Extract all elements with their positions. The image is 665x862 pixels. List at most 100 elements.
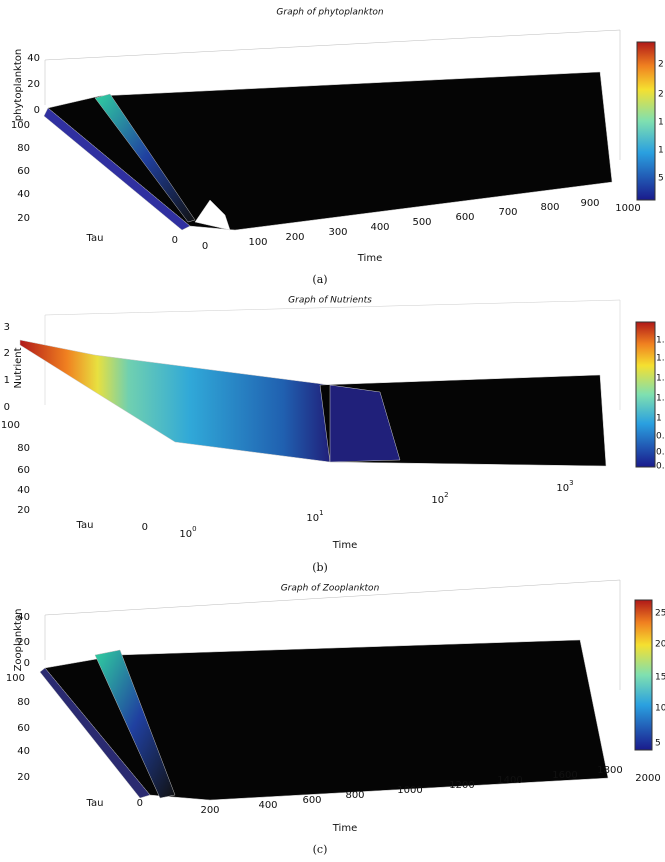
- time-tick-label: 100: [179, 525, 196, 540]
- z-tick-label: 1: [4, 375, 10, 386]
- z-tick-label: 0: [24, 658, 30, 669]
- colorbar-b: [635, 321, 656, 468]
- z-tick-label: 2: [4, 348, 10, 359]
- colorbar-label: 15: [655, 673, 665, 683]
- time-tick-label: 900: [580, 198, 599, 209]
- surface-b: [19, 299, 621, 467]
- z-tick-label: 20: [27, 79, 40, 90]
- caption: (a): [312, 273, 327, 286]
- tick-exponent: 1: [319, 509, 323, 517]
- time-tick-label: 1600: [552, 770, 577, 781]
- caption: (b): [312, 561, 328, 574]
- tau-tick-label: 60: [17, 166, 30, 177]
- time-axis-label: Time: [357, 253, 382, 264]
- time-tick-label: 1800: [597, 765, 622, 776]
- tau-tick-label: 80: [17, 443, 30, 454]
- tick-exponent: 2: [444, 491, 448, 499]
- tick-base: 10: [556, 483, 569, 494]
- tau-tick-label: 0: [172, 235, 178, 246]
- tau-tick-label: 100: [6, 673, 25, 684]
- z-tick-label: 0: [4, 402, 10, 413]
- tick-base: 10: [306, 513, 319, 524]
- colorbar-label: 20: [655, 640, 665, 650]
- tick-base: 10: [179, 529, 192, 540]
- colorbar-label: 1.: [656, 374, 665, 384]
- time-tick-label: 200: [200, 805, 219, 816]
- colorbar-label: 1.: [656, 354, 665, 364]
- surface-a: [43, 29, 621, 231]
- colorbar-label: 1.: [656, 336, 665, 346]
- colorbar-label: 25: [655, 609, 665, 619]
- tau-tick-label: 100: [11, 120, 30, 131]
- time-tick-label: 101: [306, 509, 323, 524]
- time-tick-label: 1200: [449, 780, 474, 791]
- tau-tick-label: 40: [17, 746, 30, 757]
- colorbar-label: 1: [658, 146, 664, 156]
- time-tick-label: 800: [345, 790, 364, 801]
- time-tick-label: 300: [328, 227, 347, 238]
- colorbar-label: 0.: [656, 432, 665, 442]
- colorbar-label: 0.: [656, 448, 665, 458]
- time-tick-label: 500: [412, 217, 431, 228]
- time-tick-label: 103: [556, 479, 573, 494]
- tau-tick-label: 80: [17, 143, 30, 154]
- tau-axis-label: Tau: [86, 798, 104, 809]
- tau-tick-label: 100: [1, 420, 20, 431]
- z-axis-label: Nutrient: [13, 347, 24, 388]
- tau-tick-label: 80: [17, 697, 30, 708]
- time-tick-label: 1000: [397, 785, 422, 796]
- time-tick-label: 400: [258, 800, 277, 811]
- colorbar-label: 2: [658, 60, 664, 70]
- colorbar-c: [634, 599, 653, 751]
- surface-c: [39, 579, 621, 801]
- time-tick-label: 2000: [635, 773, 660, 784]
- colorbar-label: 1: [658, 118, 664, 128]
- tau-axis-label: Tau: [86, 233, 104, 244]
- time-tick-label: 700: [498, 207, 517, 218]
- time-tick-label: 800: [540, 202, 559, 213]
- z-tick-label: 40: [17, 612, 30, 623]
- z-axis-label: Zooplankton: [13, 609, 24, 672]
- z-tick-label: 20: [17, 637, 30, 648]
- time-tick-label: 200: [285, 232, 304, 243]
- tau-tick-label: 0: [137, 798, 143, 809]
- tick-exponent: 3: [569, 479, 573, 487]
- tau-tick-label: 20: [17, 505, 30, 516]
- time-tick-label: 1000: [615, 203, 640, 214]
- colorbar-a: [636, 41, 656, 201]
- time-tick-label: 102: [431, 491, 448, 506]
- caption: (c): [313, 843, 328, 856]
- tau-axis-label: Tau: [76, 520, 94, 531]
- tick-exponent: 0: [192, 525, 196, 533]
- time-tick-label: 0: [202, 241, 208, 252]
- colorbar-label: 0.: [656, 462, 665, 472]
- z-axis-label: phytoplankton: [13, 49, 24, 121]
- tau-tick-label: 60: [17, 465, 30, 476]
- tau-tick-label: 20: [17, 772, 30, 783]
- colorbar-label: 5: [655, 739, 661, 749]
- colorbar-label: 2: [658, 90, 664, 100]
- colorbar-label: 1: [656, 414, 662, 424]
- panel-title: Graph of Zooplankton: [281, 584, 380, 594]
- time-tick-label: 400: [370, 222, 389, 233]
- time-tick-label: 1400: [497, 775, 522, 786]
- tick-base: 10: [431, 495, 444, 506]
- tau-tick-label: 20: [17, 213, 30, 224]
- tau-tick-label: 0: [142, 522, 148, 533]
- tau-tick-label: 40: [17, 189, 30, 200]
- colorbar-label: 1.: [656, 394, 665, 404]
- time-tick-label: 100: [248, 237, 267, 248]
- z-tick-label: 0: [34, 105, 40, 116]
- z-tick-label: 3: [4, 322, 10, 333]
- time-tick-label: 600: [302, 795, 321, 806]
- z-tick-label: 40: [27, 53, 40, 64]
- time-tick-label: 600: [455, 212, 474, 223]
- tau-tick-label: 60: [17, 723, 30, 734]
- tau-tick-label: 40: [17, 485, 30, 496]
- colorbar-label: 10: [655, 704, 665, 714]
- colorbar-label: 5: [658, 174, 664, 184]
- time-axis-label: Time: [332, 540, 357, 551]
- time-axis-label: Time: [332, 823, 357, 834]
- panel-title: Graph of phytoplankton: [276, 8, 383, 18]
